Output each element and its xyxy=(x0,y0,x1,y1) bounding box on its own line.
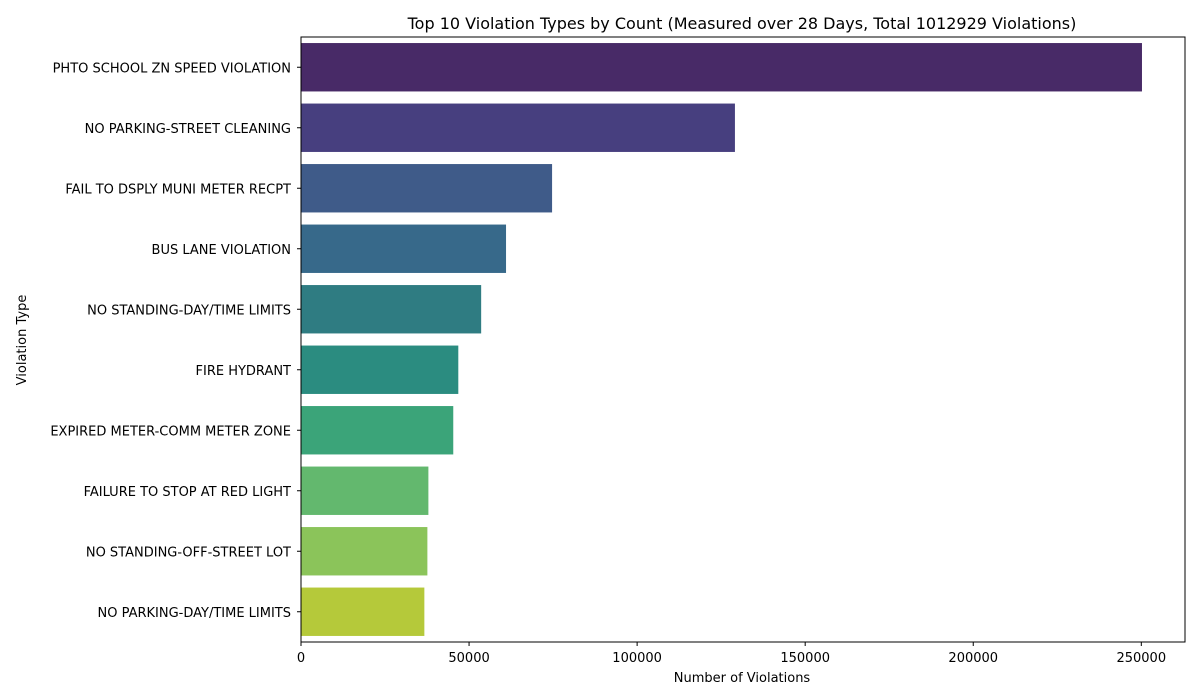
y-tick-label: NO PARKING-DAY/TIME LIMITS xyxy=(97,606,291,621)
bar xyxy=(301,285,482,334)
x-axis-label: Number of Violations xyxy=(674,671,811,686)
y-axis-label: Violation Type xyxy=(15,295,30,386)
x-tick-label: 250000 xyxy=(1116,651,1166,666)
x-tick-label: 100000 xyxy=(612,651,662,666)
bar xyxy=(301,406,454,455)
y-tick-label: BUS LANE VIOLATION xyxy=(152,243,291,258)
y-tick-label: FIRE HYDRANT xyxy=(196,364,292,379)
bar xyxy=(301,224,507,273)
y-tick-label: EXPIRED METER-COMM METER ZONE xyxy=(50,424,291,439)
plot-frame xyxy=(300,36,1186,643)
y-tick-label: PHTO SCHOOL ZN SPEED VIOLATION xyxy=(53,61,291,76)
bar xyxy=(301,103,735,152)
bar xyxy=(301,345,459,394)
y-tick-label: NO STANDING-DAY/TIME LIMITS xyxy=(87,303,291,318)
bar xyxy=(301,527,428,576)
y-tick-label: NO PARKING-STREET CLEANING xyxy=(85,122,291,137)
bar xyxy=(301,587,425,636)
x-tick-label: 0 xyxy=(297,651,305,666)
bar xyxy=(301,43,1142,92)
y-tick-label: NO STANDING-OFF-STREET LOT xyxy=(86,545,291,560)
y-tick-label: FAIL TO DSPLY MUNI METER RECPT xyxy=(65,182,291,197)
x-tick-label: 200000 xyxy=(948,651,998,666)
chart-title: Top 10 Violation Types by Count (Measure… xyxy=(407,14,1077,33)
bar xyxy=(301,466,429,515)
x-tick-label: 150000 xyxy=(780,651,830,666)
y-tick-label: FAILURE TO STOP AT RED LIGHT xyxy=(84,485,291,500)
x-tick-label: 50000 xyxy=(448,651,489,666)
plot-area: PHTO SCHOOL ZN SPEED VIOLATION NO PARKING… xyxy=(50,36,1186,666)
bar xyxy=(301,164,553,213)
